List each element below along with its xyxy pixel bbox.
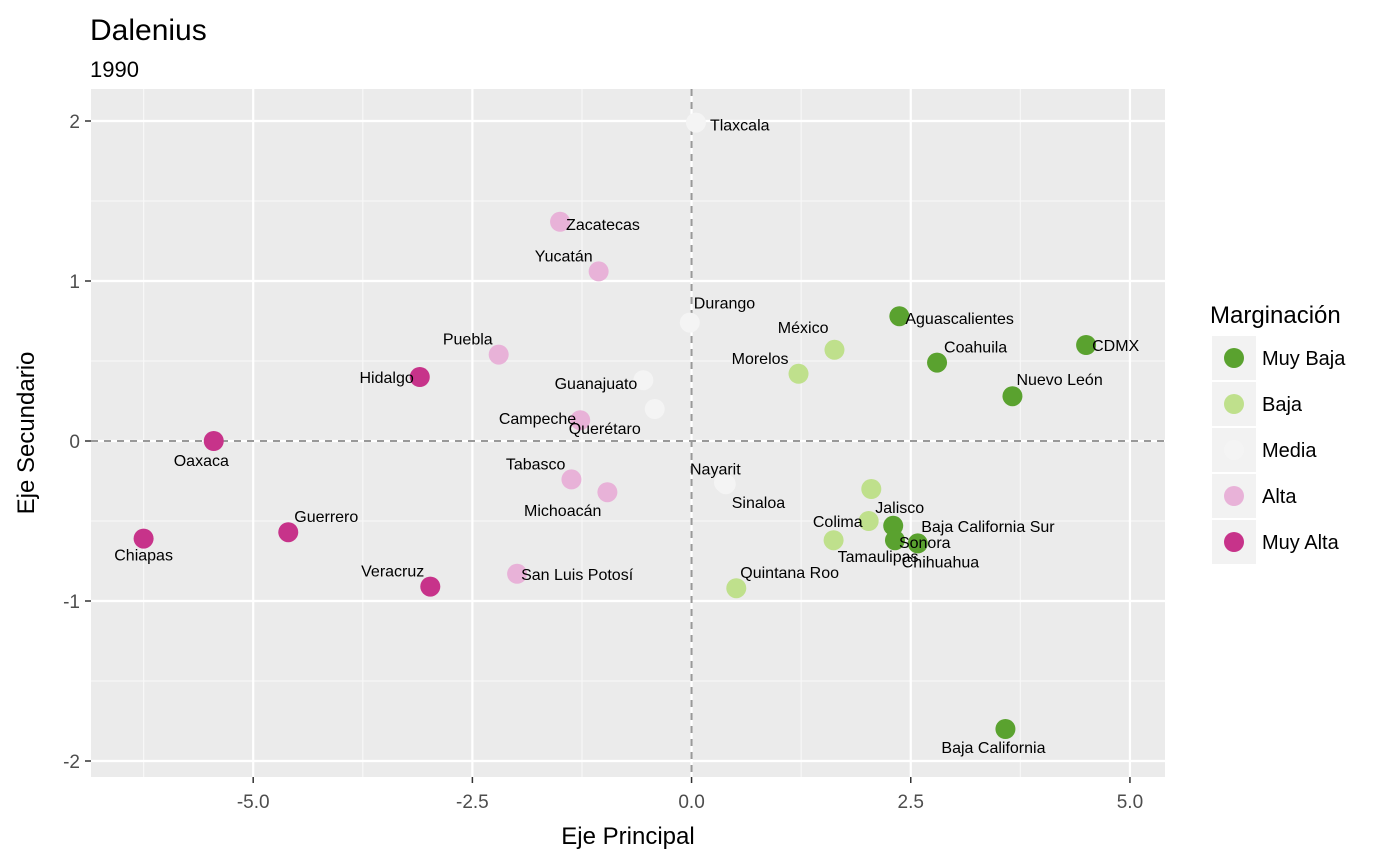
data-point-label: Coahuila xyxy=(944,340,1007,357)
data-point-label: Sinaloa xyxy=(732,495,785,512)
data-point-label: Hidalgo xyxy=(360,370,414,387)
reference-lines xyxy=(91,89,1165,777)
data-point xyxy=(561,469,582,490)
data-point-label: Veracruz xyxy=(361,564,424,581)
data-point xyxy=(824,339,845,360)
data-point-label: Querétaro xyxy=(569,421,641,438)
data-point xyxy=(715,474,736,495)
data-point xyxy=(823,530,844,551)
data-point-label: Tamaulipas xyxy=(838,549,919,566)
data-point-label: Sonora xyxy=(899,535,951,552)
data-point xyxy=(133,528,154,549)
data-point-label: Quintana Roo xyxy=(740,565,839,582)
legend-items: Muy Baja Baja Media Alta Muy Alta xyxy=(1212,336,1346,564)
data-point-label: Michoacán xyxy=(524,503,601,520)
data-point xyxy=(907,533,928,554)
data-point-label: Chiapas xyxy=(114,548,173,565)
data-point-label: Campeche xyxy=(499,411,576,428)
legend-label: Muy Alta xyxy=(1262,532,1340,554)
x-tick-label: 5.0 xyxy=(1117,792,1143,813)
x-tick-label: -2.5 xyxy=(456,792,489,813)
legend-label: Baja xyxy=(1262,394,1303,416)
data-point xyxy=(1076,335,1097,355)
data-point xyxy=(570,410,591,431)
x-tick-label: 0.0 xyxy=(678,792,704,813)
data-point-label: San Luis Potosí xyxy=(521,567,634,584)
data-point-label: Guanajuato xyxy=(555,376,638,393)
data-point xyxy=(409,367,430,387)
data-point xyxy=(488,344,509,365)
data-point xyxy=(278,522,299,543)
legend-swatch xyxy=(1224,532,1244,552)
x-axis: -5.0 -2.5 0.0 2.5 5.0 xyxy=(237,777,1143,813)
plot-panel xyxy=(91,89,1165,777)
x-axis-title: Eje Principal xyxy=(561,823,694,850)
data-point xyxy=(995,719,1016,739)
data-point-label: Nayarit xyxy=(690,462,741,479)
data-point-label: Aguascalientes xyxy=(905,311,1014,328)
data-point xyxy=(679,312,700,333)
y-tick-label: 0 xyxy=(69,432,80,453)
x-tick-label: -5.0 xyxy=(237,792,270,813)
data-point-label: Oaxaca xyxy=(174,453,229,470)
data-point xyxy=(588,261,609,282)
data-point-label: Guerrero xyxy=(294,509,358,526)
data-point xyxy=(884,530,905,551)
legend-swatch xyxy=(1224,486,1244,506)
data-point-label: Tlaxcala xyxy=(710,118,770,135)
data-point xyxy=(1002,386,1023,407)
data-point xyxy=(507,563,528,584)
legend-label: Muy Baja xyxy=(1262,348,1346,370)
data-points xyxy=(133,112,1097,739)
y-axis: -2 -1 0 1 2 xyxy=(63,112,91,773)
legend-swatch xyxy=(1224,440,1244,460)
x-tick-label: 2.5 xyxy=(898,792,924,813)
major-gridlines xyxy=(91,89,1165,777)
data-point xyxy=(644,399,665,419)
y-tick-label: 1 xyxy=(69,272,80,293)
data-point xyxy=(889,306,910,327)
data-point-label: Baja California xyxy=(941,740,1045,757)
data-point-label: CDMX xyxy=(1092,338,1139,355)
legend-swatch xyxy=(1224,348,1244,368)
y-tick-label: 2 xyxy=(69,112,80,133)
data-point-label: Baja California Sur xyxy=(921,519,1055,536)
chart-title: Dalenius xyxy=(90,14,207,47)
data-point xyxy=(726,578,747,599)
y-tick-label: -1 xyxy=(63,592,80,613)
data-point xyxy=(550,211,571,232)
legend-label: Alta xyxy=(1262,486,1297,508)
data-point xyxy=(788,363,809,384)
data-point xyxy=(927,352,948,373)
data-point xyxy=(685,112,706,133)
data-point-label: Morelos xyxy=(732,351,789,368)
chart-subtitle: 1990 xyxy=(90,57,139,82)
legend-swatch xyxy=(1224,394,1244,414)
data-point xyxy=(203,431,224,451)
data-point-label: Chihuahua xyxy=(902,554,980,571)
data-point-label: Nuevo León xyxy=(1016,372,1102,389)
data-point-label: Colima xyxy=(813,514,863,531)
data-point xyxy=(633,370,654,391)
legend: Marginación Muy Baja Baja Media Alta Muy Alt… xyxy=(1210,302,1346,564)
data-point-label: Zacatecas xyxy=(566,217,640,234)
data-point-label: Tabasco xyxy=(506,456,566,473)
data-point-label: Jalisco xyxy=(875,500,924,517)
data-point xyxy=(858,511,879,531)
data-point-label: Durango xyxy=(694,296,755,313)
data-point-labels: Tlaxcala Zacatecas Yucatán Durango Aguascali… xyxy=(114,118,1139,757)
data-point xyxy=(420,576,441,597)
data-point-label: México xyxy=(778,320,829,337)
legend-label: Media xyxy=(1262,440,1317,462)
minor-gridlines xyxy=(91,89,1165,777)
y-tick-label: -2 xyxy=(63,752,80,773)
legend-title: Marginación xyxy=(1210,302,1341,329)
data-point-label: Yucatán xyxy=(535,248,593,265)
data-point-label: Puebla xyxy=(443,332,493,349)
data-point xyxy=(861,479,882,499)
data-point xyxy=(597,482,618,503)
y-axis-title: Eje Secundario xyxy=(13,352,40,515)
